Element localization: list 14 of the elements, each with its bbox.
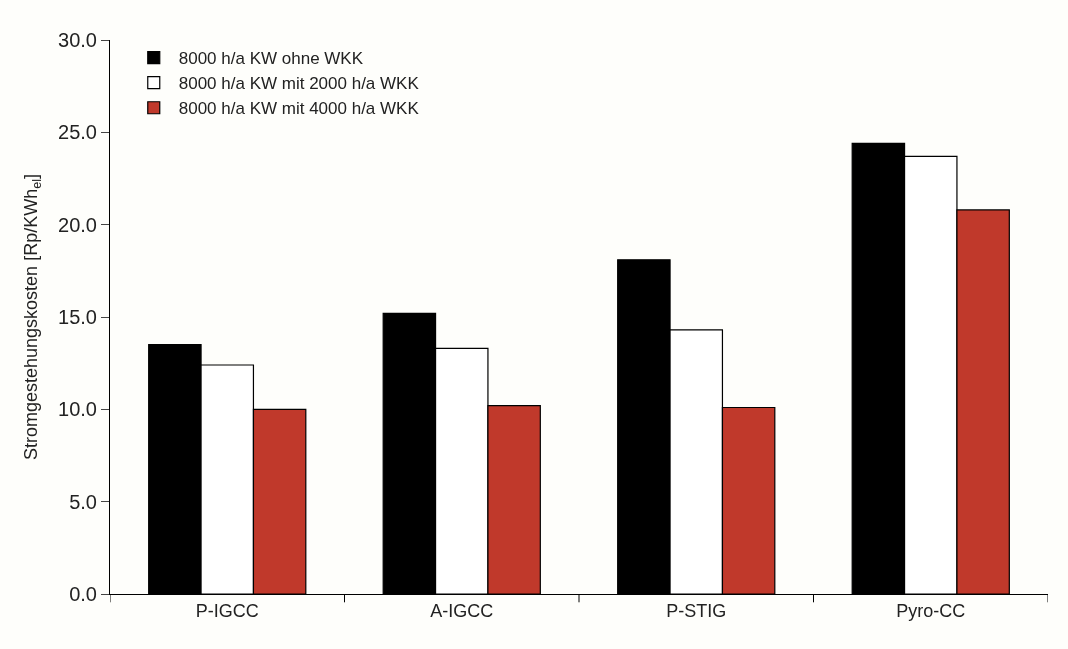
x-tick-label: P-STIG [666,600,727,621]
y-tick-label: 15.0 [58,306,97,328]
y-tick-label: 0.0 [69,583,97,605]
y-tick-label: 5.0 [69,490,97,513]
x-tick-label: Pyro-CC [896,600,966,621]
x-tick-label: P-IGCC [195,600,259,621]
y-tick-label: 20.0 [58,213,97,236]
legend-label: 8000 h/a KW mit 2000 h/a WKK [178,74,420,94]
y-tick-label: 30.0 [58,29,97,51]
y-tick-label: 25.0 [58,121,97,144]
y-tick-label: 10.0 [58,398,97,421]
x-tick-label: A-IGCC [430,600,494,621]
legend-label: 8000 h/a KW mit 4000 h/a WKK [178,99,420,119]
legend-label: 8000 h/a KW ohne WKK [178,49,364,69]
